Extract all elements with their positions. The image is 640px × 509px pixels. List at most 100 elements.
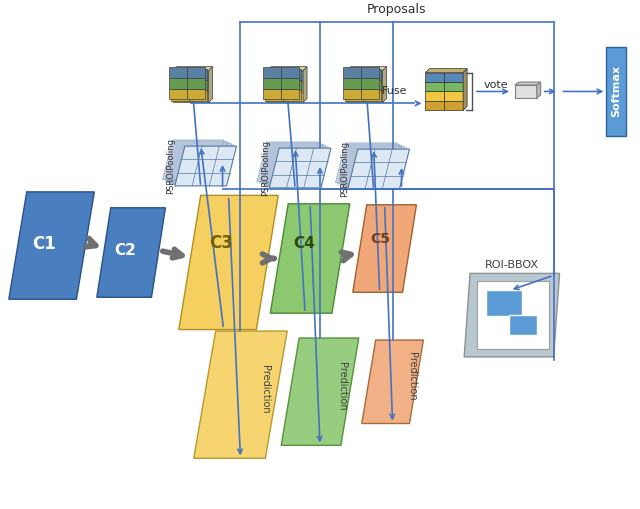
Bar: [426, 92, 444, 101]
Polygon shape: [163, 140, 224, 180]
Bar: [169, 67, 187, 78]
Bar: [363, 79, 381, 90]
Bar: [281, 67, 299, 78]
Polygon shape: [270, 204, 350, 313]
Polygon shape: [175, 146, 237, 186]
Bar: [169, 89, 187, 99]
Polygon shape: [268, 67, 307, 71]
Bar: [347, 81, 365, 92]
Bar: [361, 78, 379, 89]
Text: Prediction: Prediction: [260, 365, 270, 414]
Polygon shape: [173, 67, 212, 71]
Bar: [191, 92, 209, 102]
Bar: [266, 90, 284, 101]
Bar: [173, 71, 191, 81]
Polygon shape: [281, 338, 359, 445]
Bar: [169, 78, 187, 89]
Text: C3: C3: [209, 234, 232, 251]
Text: Prediction: Prediction: [408, 352, 417, 401]
Polygon shape: [464, 273, 559, 357]
Bar: [187, 89, 205, 99]
Text: C4: C4: [293, 236, 315, 251]
Bar: [171, 90, 189, 101]
Bar: [343, 78, 361, 89]
Bar: [268, 81, 285, 92]
FancyBboxPatch shape: [509, 315, 537, 335]
Polygon shape: [97, 208, 165, 297]
Bar: [426, 101, 444, 110]
Text: Proposals: Proposals: [367, 3, 426, 16]
Bar: [281, 89, 299, 99]
Polygon shape: [347, 67, 387, 71]
Polygon shape: [537, 82, 541, 98]
Text: C2: C2: [114, 243, 136, 258]
Bar: [285, 81, 303, 92]
Bar: [345, 69, 363, 79]
Polygon shape: [426, 69, 467, 73]
Bar: [347, 71, 365, 81]
Bar: [268, 92, 285, 102]
Bar: [343, 89, 361, 99]
Bar: [365, 81, 383, 92]
Polygon shape: [257, 142, 319, 182]
Bar: [285, 92, 303, 102]
Polygon shape: [343, 147, 404, 186]
Text: PSROIPooling: PSROIPooling: [261, 140, 270, 196]
Text: Fuse: Fuse: [382, 87, 407, 96]
Text: PSROIPooling: PSROIPooling: [166, 138, 175, 194]
FancyBboxPatch shape: [486, 290, 522, 316]
Polygon shape: [463, 69, 467, 110]
Text: Softmax: Softmax: [611, 66, 621, 118]
Bar: [285, 71, 303, 81]
Polygon shape: [346, 148, 407, 188]
Polygon shape: [194, 331, 287, 458]
Polygon shape: [340, 146, 402, 185]
Bar: [191, 81, 209, 92]
Bar: [191, 71, 209, 81]
Bar: [365, 92, 383, 102]
Text: vote: vote: [484, 79, 508, 90]
Text: Prediction: Prediction: [337, 362, 347, 411]
Polygon shape: [362, 340, 424, 423]
Text: PSROIPooling: PSROIPooling: [340, 141, 349, 197]
Polygon shape: [338, 144, 399, 184]
Bar: [189, 90, 207, 101]
Bar: [347, 92, 365, 102]
Polygon shape: [168, 143, 229, 182]
Bar: [426, 73, 444, 82]
Bar: [363, 69, 381, 79]
Bar: [173, 81, 191, 92]
Bar: [284, 69, 301, 79]
Bar: [266, 69, 284, 79]
Polygon shape: [264, 146, 326, 185]
Text: ROI-BBOX: ROI-BBOX: [485, 261, 539, 270]
Bar: [281, 78, 299, 89]
Polygon shape: [348, 149, 410, 189]
Bar: [343, 67, 361, 78]
Bar: [173, 92, 191, 102]
Bar: [284, 79, 301, 90]
Polygon shape: [9, 192, 94, 299]
Bar: [263, 89, 281, 99]
Bar: [444, 92, 463, 101]
Bar: [268, 71, 285, 81]
Polygon shape: [267, 147, 328, 187]
Polygon shape: [172, 145, 234, 185]
Polygon shape: [383, 67, 387, 102]
Bar: [345, 79, 363, 90]
Polygon shape: [335, 143, 397, 183]
Bar: [444, 101, 463, 110]
Polygon shape: [259, 143, 321, 183]
Polygon shape: [179, 195, 278, 329]
Bar: [266, 79, 284, 90]
Bar: [345, 90, 363, 101]
Polygon shape: [269, 148, 331, 188]
Bar: [189, 79, 207, 90]
Bar: [187, 67, 205, 78]
FancyBboxPatch shape: [515, 85, 537, 98]
Bar: [171, 69, 189, 79]
Polygon shape: [165, 141, 227, 181]
Bar: [284, 90, 301, 101]
Text: C1: C1: [32, 235, 56, 252]
Bar: [171, 79, 189, 90]
